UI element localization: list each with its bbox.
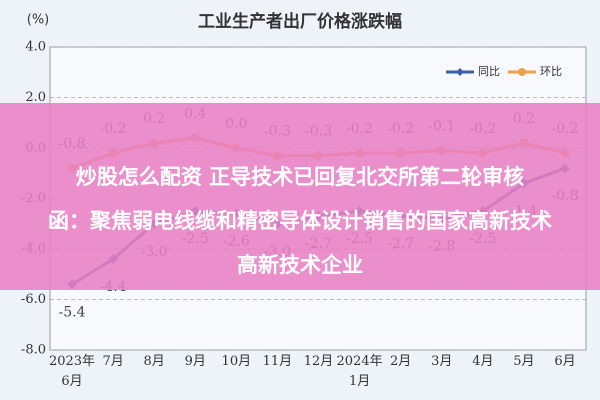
x-tick-label: 4月 xyxy=(472,354,494,369)
overlay-banner: 炒股怎么配资 正导技术已回复北交所第二轮审核 函：聚焦弱电线缆和精密导体设计销售… xyxy=(0,103,600,290)
x-tick-label: 5月 xyxy=(513,354,535,369)
y-axis-label: (%) xyxy=(27,13,50,28)
y-tick-label: 4.0 xyxy=(25,40,46,55)
x-tick-label: 6月 xyxy=(554,354,576,369)
x-tick-label: 2024年 1月 xyxy=(336,354,383,389)
legend-marker xyxy=(456,68,464,76)
legend-label: 环比 xyxy=(540,65,562,78)
y-tick-label: -6.0 xyxy=(21,292,46,307)
x-tick-label: 3月 xyxy=(431,354,453,369)
y-tick-label: -8.0 xyxy=(21,343,46,358)
overlay-line: 高新技术企业 xyxy=(237,253,363,277)
x-tick-label: 7月 xyxy=(102,354,124,369)
legend-marker xyxy=(518,68,526,76)
x-tick-label: 8月 xyxy=(143,354,165,369)
y-tick-label: 2.0 xyxy=(25,90,46,105)
x-tick-label: 11月 xyxy=(262,354,293,369)
x-tick-label: 9月 xyxy=(184,354,206,369)
overlay-line: 函：聚焦弱电线缆和精密导体设计销售的国家高新技术 xyxy=(48,209,552,233)
data-label: -5.4 xyxy=(59,304,86,320)
x-tick-label: 2023年 6月 xyxy=(48,354,96,389)
x-tick-label: 12月 xyxy=(303,354,334,369)
overlay-line: 炒股怎么配资 正导技术已回复北交所第二轮审核 xyxy=(75,165,525,189)
x-tick-label: 2月 xyxy=(390,354,412,369)
legend-label: 同比 xyxy=(478,65,500,78)
chart-title: 工业生产者出厂价格涨跌幅 xyxy=(198,11,402,32)
x-tick-label: 10月 xyxy=(221,354,252,369)
